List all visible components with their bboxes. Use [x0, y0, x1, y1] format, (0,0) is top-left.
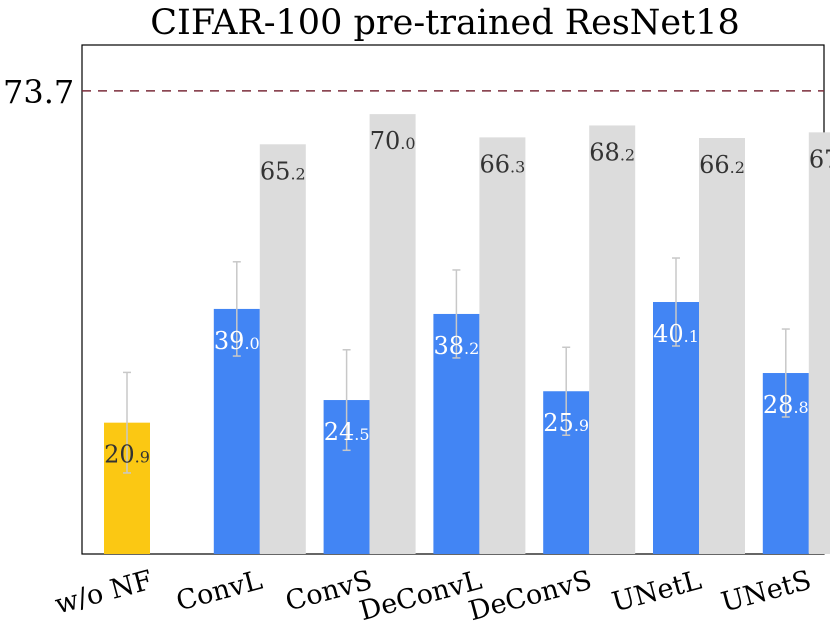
ref-data-label-2: 70.0 [370, 127, 416, 155]
data-label-5: 40.1 [653, 320, 699, 348]
data-label-6: 28.8 [763, 391, 809, 419]
x-tick-label-3: DeConvL [356, 565, 485, 627]
ref-bar-4 [589, 125, 636, 554]
ref-bar-2 [369, 114, 416, 554]
ref-bar-5 [699, 138, 745, 554]
x-tick-label-0: w/o NF [52, 565, 156, 621]
ref-data-label-5: 66.2 [699, 151, 745, 179]
ref-bar-3 [479, 137, 526, 554]
data-label-2: 24.5 [324, 418, 370, 446]
ref-bar-6 [808, 132, 830, 554]
chart-title: CIFAR-100 pre-trained ResNet18 [150, 3, 740, 43]
x-tick-label-5: UNetL [609, 565, 705, 619]
reference-line-label: 73.7 [3, 73, 74, 111]
data-label-3: 38.2 [433, 332, 479, 360]
ref-data-label-1: 65.2 [260, 157, 306, 185]
x-tick-label-4: DeConvS [466, 565, 595, 627]
ref-data-label-6: 67.1 [809, 145, 830, 173]
x-tick-label-6: UNetS [718, 565, 815, 619]
ref-data-label-4: 68.2 [589, 138, 635, 166]
data-label-0: 20.9 [104, 441, 150, 469]
ref-data-label-3: 66.3 [479, 150, 525, 178]
data-label-4: 25.9 [543, 409, 589, 437]
ref-bar-1 [259, 144, 306, 554]
data-label-1: 39.0 [214, 327, 260, 355]
x-tick-label-1: ConvL [173, 565, 266, 618]
bars-group: 20.9 39.0 65.2 24.5 70.0 38.2 66.3 25.9 68.2 40.1… [104, 114, 830, 554]
